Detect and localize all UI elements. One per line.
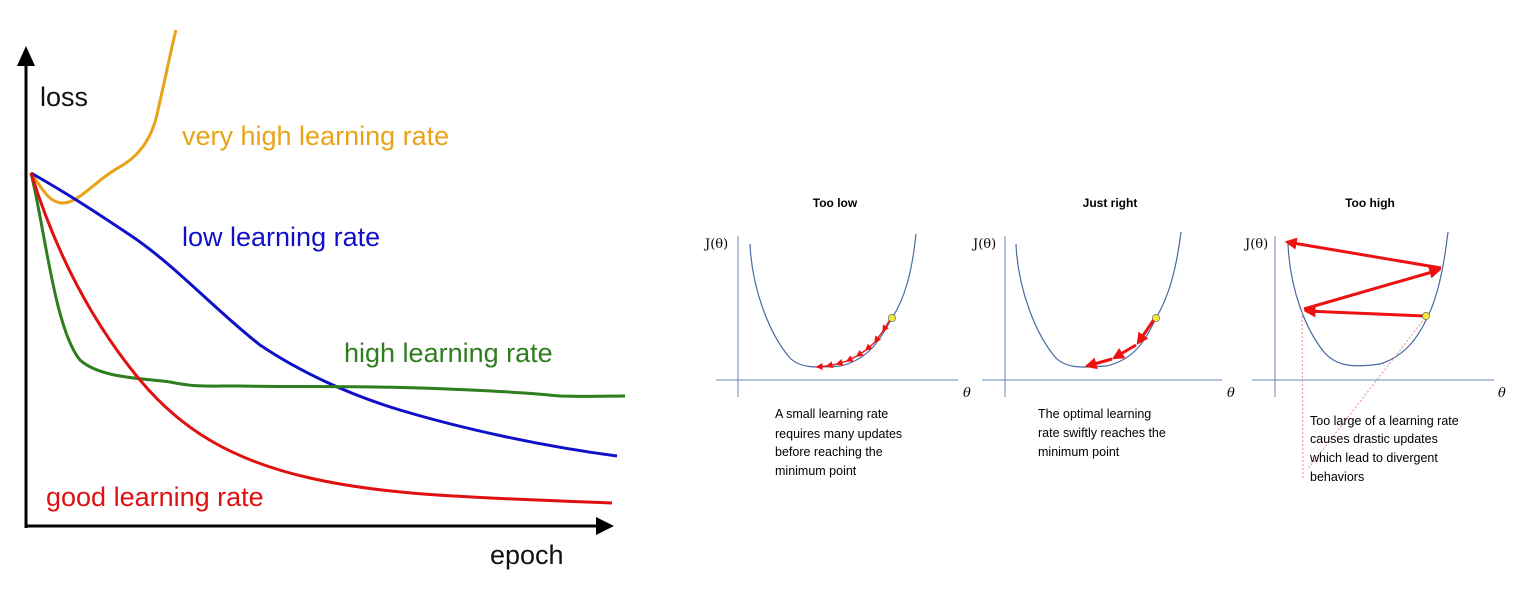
caption-line: requires many updates [775,427,902,441]
start-point [888,314,896,322]
x-axis-label: θ [1227,386,1235,401]
caption-line: minimum point [775,464,857,478]
caption-line: Too large of a learning rate [1310,414,1459,428]
low-learning-rate-label: low learning rate [182,222,380,252]
caption-line: The optimal learning [1038,407,1151,421]
start-point [1422,312,1430,320]
cost-bowl-curve [1015,231,1182,368]
very-high-learning-rate-curve [29,29,178,205]
small-step-arrows [815,317,892,370]
cost-bowl-curve [749,233,917,368]
x-axis-label: θ [963,386,971,401]
caption-line: which lead to divergent [1309,451,1438,465]
panel-title: Just right [1083,196,1138,210]
x-axis-label: θ [1498,386,1506,401]
step-arrows [1084,317,1157,370]
loss-epoch-chart: loss epoch very high learning rate low l… [17,29,626,570]
x-axis-label: epoch [490,540,564,570]
cost-bowl-curve [1287,231,1449,367]
panel-too-high: Too high J(θ) θ Too large of a learning … [1243,196,1506,484]
caption-line: minimum point [1038,445,1120,459]
panel-just-right: Just right J(θ) θ The optimal learning r… [971,196,1235,459]
y-axis-label: J(θ) [703,237,728,252]
good-learning-rate-curve [29,172,613,505]
caption-line: before reaching the [775,445,883,459]
y-axis-arrowhead [17,46,35,66]
y-axis-label: J(θ) [971,237,996,252]
high-learning-rate-curve [29,172,626,398]
caption-line: rate swiftly reaches the [1038,426,1166,440]
panel-too-low: Too low J(θ) θ A small learning rate req… [703,196,971,478]
divergent-step-arrows [1284,237,1442,318]
start-point [1152,314,1160,322]
low-learning-rate-curve [30,171,618,458]
caption-line: behaviors [1310,470,1364,484]
panel-title: Too high [1345,196,1395,210]
y-axis-label: loss [40,82,88,112]
very-high-learning-rate-label: very high learning rate [182,121,449,151]
caption-line: causes drastic updates [1310,432,1438,446]
caption-line: A small learning rate [775,407,888,421]
good-learning-rate-label: good learning rate [46,482,264,512]
panel-title: Too low [813,196,858,210]
high-learning-rate-label: high learning rate [344,338,553,368]
x-axis-arrowhead [596,517,614,535]
dashed-guides [1301,311,1426,479]
y-axis-label: J(θ) [1243,237,1268,252]
